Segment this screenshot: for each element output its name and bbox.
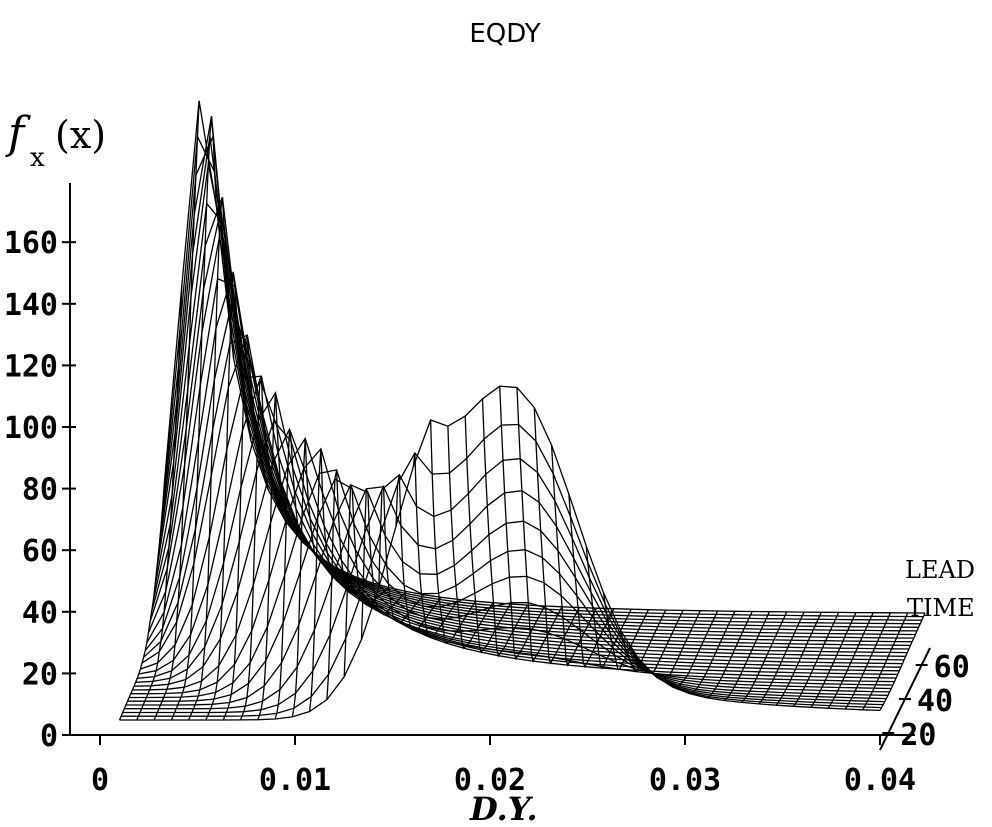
surface-line-dy (499, 386, 546, 661)
surface-line-dy (378, 484, 425, 623)
y-tick-label: 60 (22, 534, 58, 569)
x-axis-label: D.Y. (469, 790, 538, 827)
y-axis-label-sub: x (30, 143, 45, 173)
surface-line-dy (533, 407, 580, 665)
surface-line-lead-time (159, 116, 921, 625)
surface-line-dy (706, 611, 753, 699)
wireframe-surface (118, 100, 926, 721)
y-axis-label-main: f (5, 108, 31, 159)
surface-line-dy (620, 609, 667, 673)
surface-line-dy (654, 610, 701, 680)
surface-line-dy (395, 474, 442, 631)
surface-line-dy (464, 416, 511, 654)
surface-line-dy (118, 481, 166, 721)
surface-line-dy (585, 545, 632, 670)
depth-axis-label-line1: LEAD (905, 556, 975, 584)
surface-line-lead-time (144, 301, 906, 657)
surface-line-dy (672, 610, 719, 688)
y-tick-label: 140 (4, 288, 58, 323)
surface-line-dy (429, 419, 477, 645)
x-tick-label: 0.03 (649, 763, 721, 798)
surface-line-dy (239, 375, 287, 721)
surface-line-dy (550, 445, 598, 667)
surface-line-dy (741, 611, 788, 703)
y-axis-label: f x (x) (5, 108, 106, 173)
surface-line-dy (170, 116, 218, 721)
surface-line-dy (879, 612, 926, 711)
y-axis-label-arg: (x) (55, 113, 106, 157)
surface-line-dy (793, 612, 840, 707)
y-tick-group: 0 20 40 60 80 100 120 140 160 (4, 226, 76, 754)
surface-line-dy (689, 611, 736, 695)
surface-line-dy (844, 612, 891, 710)
surface-line-dy (188, 197, 235, 721)
surface-line-dy (862, 612, 909, 711)
surface-line-lead-time (152, 196, 914, 639)
surface-line-dy (637, 610, 684, 675)
depth-tick-label: 40 (917, 684, 953, 719)
surface-line-dy (360, 488, 407, 640)
surface-line-lead-time (162, 134, 924, 618)
surface-line-dy (827, 612, 874, 709)
chart-title: EQDY (469, 19, 540, 49)
surface-line-lead-time (155, 164, 918, 632)
surface-line-dy (602, 592, 650, 671)
surface-line-lead-time (157, 135, 919, 628)
surface-line-dy (274, 429, 321, 720)
y-tick-label: 100 (4, 411, 58, 446)
depth-axis-label-line2: TIME (907, 594, 975, 622)
surface-line-lead-time (122, 458, 884, 714)
x-tick-group: 0 0.01 0.02 0.03 0.04 (91, 735, 916, 798)
y-tick-label: 0 (40, 719, 58, 754)
surface-line-dy (481, 398, 529, 658)
x-tick-label: 0.01 (259, 763, 331, 798)
x-tick-label: 0.02 (454, 763, 526, 798)
surface-line-dy (723, 611, 770, 701)
surface-line-dy (343, 484, 390, 677)
surface-line-dy (810, 612, 857, 708)
surface-line-dy (516, 387, 563, 663)
y-tick-label: 160 (4, 226, 58, 261)
depth-tick-label: 20 (900, 718, 936, 753)
y-tick-label: 40 (22, 596, 58, 631)
surface-line-lead-time (130, 447, 892, 695)
depth-tick-label: 60 (934, 650, 970, 685)
surface-line-dy (257, 392, 304, 720)
y-tick-label: 120 (4, 349, 58, 384)
surface-line-dy (222, 334, 269, 721)
surface-line-dy (326, 469, 373, 700)
x-tick-label: 0 (91, 763, 109, 798)
surface-line-dy (775, 612, 822, 706)
surface-line-dy (758, 611, 805, 705)
surface-line-dy (447, 426, 494, 650)
surface-line-dy (568, 494, 615, 669)
surface-line-dy (412, 452, 459, 638)
y-tick-label: 20 (22, 657, 58, 692)
x-tick-label: 0.04 (844, 763, 916, 798)
surface-line-lead-time (127, 478, 889, 702)
y-tick-label: 80 (22, 473, 58, 508)
surface-line-dy (136, 285, 183, 721)
surface-line-dy (153, 100, 200, 721)
